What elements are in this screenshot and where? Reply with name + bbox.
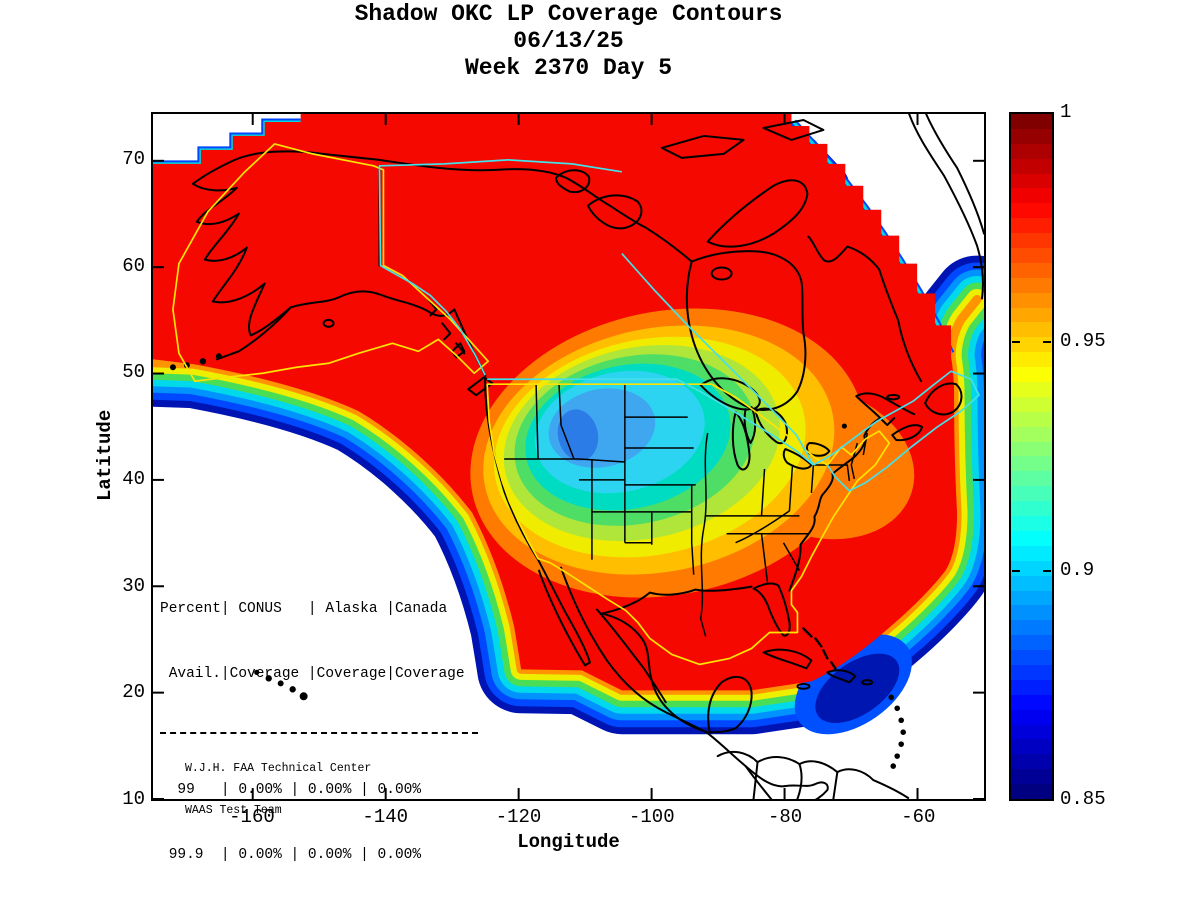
colorbar-band: [1011, 307, 1052, 323]
colorbar-tick-label: 1: [1060, 101, 1072, 123]
colorbar-band: [1011, 322, 1052, 338]
colorbar-band: [1011, 248, 1052, 263]
colorbar: [1009, 112, 1054, 801]
colorbar-band: [1011, 590, 1052, 606]
colorbar-band: [1011, 367, 1052, 383]
y-tick-label: 50: [122, 361, 145, 384]
colorbar-band: [1011, 694, 1052, 710]
colorbar-band: [1011, 158, 1052, 174]
colorbar-band: [1011, 426, 1052, 442]
y-tick-label: 60: [122, 254, 145, 277]
colorbar-band: [1011, 605, 1052, 621]
colorbar-tick-mark: [1012, 570, 1020, 572]
x-tick-label: -140: [362, 806, 409, 828]
availability-table-header1: Percent| CONUS | Alaska |Canada: [160, 601, 448, 617]
colorbar-band: [1011, 769, 1052, 785]
availability-table: Percent| CONUS | Alaska |Canada Avail.|C…: [160, 556, 478, 900]
x-tick-label: -120: [495, 806, 542, 828]
colorbar-band: [1011, 560, 1052, 576]
coverage-depression-rings: [470, 308, 915, 598]
x-tick-label: -80: [767, 806, 803, 828]
availability-table-header2: Avail.|Coverage |Coverage|Coverage: [160, 665, 465, 682]
credit-line-1: W.J.H. FAA Technical Center: [185, 762, 372, 775]
contour-map: [153, 114, 984, 799]
state-borders: [485, 383, 869, 637]
availability-table-row-99: 99 | 0.00% | 0.00% | 0.00%: [160, 782, 422, 798]
y-tick-label: 30: [122, 574, 145, 597]
colorbar-band: [1011, 441, 1052, 457]
colorbar-band: [1011, 188, 1052, 204]
colorbar-band: [1011, 382, 1052, 397]
colorbar-band: [1011, 218, 1052, 234]
colorbar-band: [1011, 545, 1052, 561]
credit-block: W.J.H. FAA Technical Center WAAS Test Te…: [185, 734, 371, 846]
colorbar-band: [1011, 679, 1052, 695]
colorbar-tick-label: 0.9: [1060, 559, 1095, 581]
colorbar-tick-mark: [1043, 341, 1051, 343]
colorbar-band: [1011, 233, 1052, 249]
colorbar-band: [1011, 114, 1052, 129]
y-tick-label: 40: [122, 467, 145, 490]
colorbar-band: [1011, 128, 1052, 144]
service-outline-conus-alaska: [172, 143, 891, 666]
availability-table-row-99-9: 99.9 | 0.00% | 0.00% | 0.00%: [160, 846, 422, 863]
y-tick-label: 10: [122, 788, 145, 810]
colorbar-band: [1011, 530, 1052, 546]
colorbar-band: [1011, 709, 1052, 725]
x-tick-label: -100: [628, 806, 675, 828]
colorbar-tick-mark: [1043, 570, 1051, 572]
chart-title-block: Shadow OKC LP Coverage Contours 06/13/25…: [152, 1, 985, 82]
colorbar-band: [1011, 352, 1052, 368]
colorbar-band: [1011, 337, 1052, 353]
colorbar-band: [1011, 262, 1052, 278]
colorbar-band: [1011, 486, 1052, 502]
colorbar-band: [1011, 620, 1052, 636]
colorbar-tick-mark: [1012, 341, 1020, 343]
axis-tick-marks: [153, 114, 984, 799]
colorbar-band: [1011, 754, 1052, 770]
colorbar-band: [1011, 411, 1052, 427]
colorbar-band: [1011, 516, 1052, 531]
colorbar-band: [1011, 575, 1052, 591]
colorbar-band: [1011, 664, 1052, 680]
colorbar-band: [1011, 501, 1052, 517]
y-tick-label: 70: [122, 147, 145, 170]
colorbar-band: [1011, 784, 1052, 799]
colorbar-band: [1011, 203, 1052, 219]
colorbar-band: [1011, 396, 1052, 412]
x-tick-label: -160: [229, 806, 275, 828]
coastlines: [169, 114, 984, 799]
availability-table-separator: [160, 732, 478, 734]
colorbar-band: [1011, 292, 1052, 308]
x-axis-label: Longitude: [517, 831, 620, 853]
credit-line-2: WAAS Test Team: [185, 804, 282, 817]
service-outline-canada: [378, 159, 980, 492]
chart-date: 06/13/25: [513, 28, 624, 54]
chart-title: Shadow OKC LP Coverage Contours: [354, 1, 783, 27]
x-tick-label: -60: [901, 806, 936, 828]
plot-area: [151, 112, 986, 801]
colorbar-band: [1011, 277, 1052, 293]
colorbar-band: [1011, 143, 1052, 159]
colorbar-band: [1011, 635, 1052, 651]
bahamas-blue-patch-core: [815, 653, 900, 724]
colorbar-band: [1011, 650, 1052, 665]
colorbar-band: [1011, 456, 1052, 472]
colorbar-tick-label: 0.85: [1060, 788, 1106, 810]
colorbar-band: [1011, 471, 1052, 487]
colorbar-tick-label: 0.95: [1060, 330, 1106, 352]
chart-week-day: Week 2370 Day 5: [464, 55, 673, 81]
colorbar-band: [1011, 739, 1052, 755]
colorbar-band: [1011, 724, 1052, 740]
colorbar-band: [1011, 173, 1052, 189]
y-tick-label: 20: [122, 681, 145, 704]
